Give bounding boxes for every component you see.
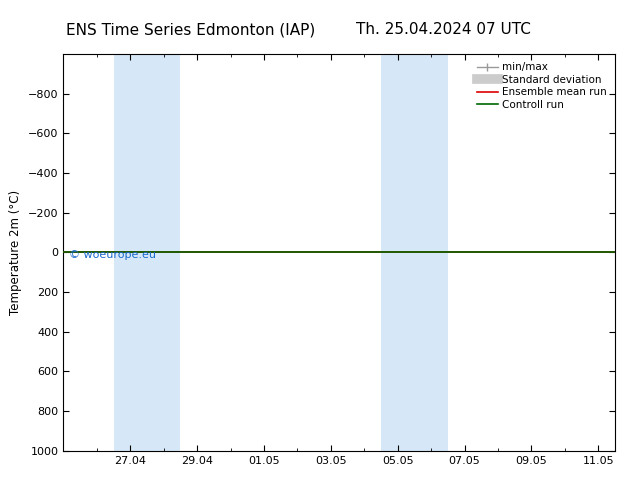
Text: Th. 25.04.2024 07 UTC: Th. 25.04.2024 07 UTC	[356, 22, 531, 37]
Y-axis label: Temperature 2m (°C): Temperature 2m (°C)	[10, 190, 22, 315]
Legend: min/max, Standard deviation, Ensemble mean run, Controll run: min/max, Standard deviation, Ensemble me…	[474, 59, 610, 113]
Text: © woeurope.eu: © woeurope.eu	[69, 250, 156, 260]
Text: ENS Time Series Edmonton (IAP): ENS Time Series Edmonton (IAP)	[65, 22, 315, 37]
Bar	[113, 54, 181, 451]
Bar	[381, 54, 448, 451]
